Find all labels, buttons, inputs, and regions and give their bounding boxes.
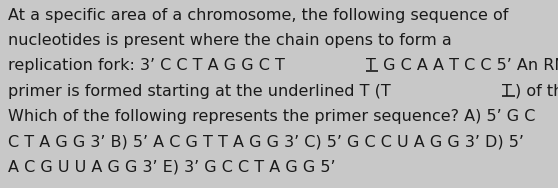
Text: T: T [502, 84, 512, 99]
Text: ) of the template.: ) of the template. [515, 84, 558, 99]
Text: replication fork: 3’ C C T A G G C T: replication fork: 3’ C C T A G G C T [8, 58, 285, 73]
Text: A C G U U A G G 3’ E) 3’ G C C T A G G 5’: A C G U U A G G 3’ E) 3’ G C C T A G G 5… [8, 160, 336, 175]
Text: nucleotides is present where the chain opens to form a: nucleotides is present where the chain o… [8, 33, 452, 48]
Text: T: T [365, 58, 376, 73]
Text: C T A G G 3’ B) 5’ A C G T T A G G 3’ C) 5’ G C C U A G G 3’ D) 5’: C T A G G 3’ B) 5’ A C G T T A G G 3’ C)… [8, 134, 525, 149]
Text: At a specific area of a chromosome, the following sequence of: At a specific area of a chromosome, the … [8, 8, 509, 23]
Text: G C A A T C C 5’ An RNA: G C A A T C C 5’ An RNA [378, 58, 558, 73]
Text: primer is formed starting at the underlined T (T: primer is formed starting at the underli… [8, 84, 391, 99]
Text: Which of the following represents the primer sequence? A) 5’ G C: Which of the following represents the pr… [8, 109, 536, 124]
